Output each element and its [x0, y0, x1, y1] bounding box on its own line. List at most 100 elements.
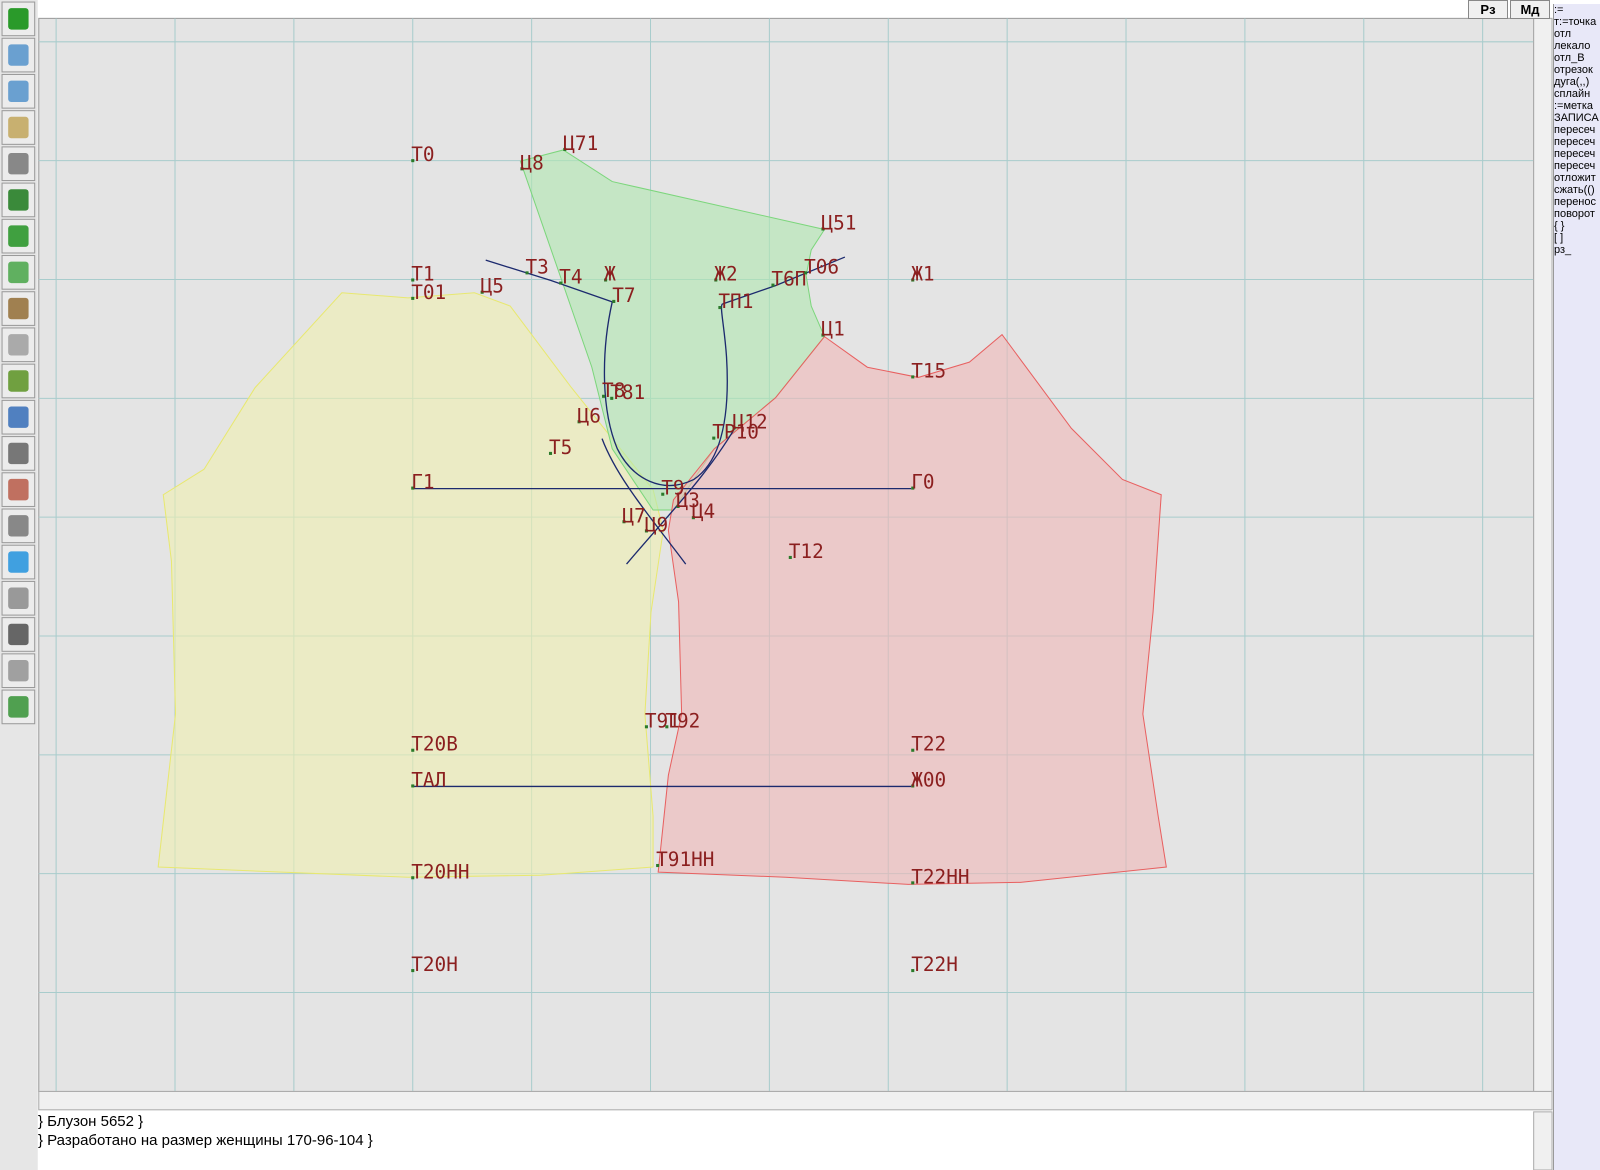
point-label: Г1	[411, 471, 434, 494]
point-label: Ц6	[578, 404, 601, 427]
tool-icon	[8, 406, 29, 428]
tool-button[interactable]	[1, 327, 36, 363]
command-item[interactable]: ЗАПИСА	[1554, 112, 1599, 124]
command-item[interactable]: т:=точка	[1554, 16, 1597, 28]
point	[665, 725, 669, 729]
tool-icon	[8, 623, 29, 646]
point	[804, 271, 808, 275]
command-item[interactable]: поворот	[1554, 208, 1595, 220]
command-item[interactable]: пересеч	[1554, 148, 1596, 160]
point-label: Т15	[911, 359, 946, 382]
point	[411, 486, 415, 490]
command-item[interactable]: пересеч	[1554, 136, 1596, 148]
point	[911, 969, 915, 973]
command-item[interactable]: { }	[1554, 220, 1565, 232]
point	[718, 306, 722, 310]
point	[411, 748, 415, 752]
point-label: Ж1	[911, 263, 934, 286]
tool-icon	[8, 659, 29, 682]
point	[411, 969, 415, 973]
point	[771, 283, 775, 287]
point	[520, 167, 524, 171]
command-item[interactable]: отл_В	[1554, 52, 1585, 64]
command-item[interactable]: отрезок	[1554, 64, 1593, 76]
command-item[interactable]: :=метка	[1554, 100, 1594, 112]
command-item[interactable]: пересеч	[1554, 160, 1596, 172]
point-label: Т91НН	[656, 848, 714, 871]
tool-icon	[8, 189, 29, 211]
point-label: Т01	[411, 281, 446, 304]
point	[548, 451, 553, 455]
button[interactable]: Рз	[1468, 0, 1508, 19]
tool-icon	[8, 116, 29, 139]
command-item[interactable]: сжать(()	[1554, 184, 1595, 196]
command-item[interactable]: сплайн	[1554, 88, 1591, 100]
point	[788, 555, 792, 559]
command-item[interactable]: перенос	[1554, 196, 1597, 208]
point	[661, 492, 665, 496]
point	[411, 296, 415, 300]
point-label: Ж	[604, 263, 616, 286]
point-label: Т1	[411, 263, 434, 286]
point-label: Т20В	[411, 733, 458, 756]
tool-icon	[8, 478, 29, 501]
point-label: Ц4	[692, 500, 715, 523]
point-label: Т22	[911, 733, 946, 756]
point	[577, 420, 581, 424]
console-line: } Разработано на размер женщины 170-96-1…	[38, 1132, 373, 1149]
point-label: ТАЛ	[411, 768, 446, 791]
point	[911, 784, 915, 788]
point	[480, 290, 484, 294]
tool-icon	[8, 153, 29, 175]
point	[559, 281, 563, 285]
point	[821, 227, 825, 231]
tool-icon	[8, 225, 29, 247]
point-label: Т81	[610, 381, 645, 404]
point-label: Ц5	[481, 275, 504, 298]
tool-icon	[8, 696, 29, 718]
point-label: Т8	[602, 379, 625, 402]
command-item[interactable]: отл	[1554, 28, 1572, 40]
command-item[interactable]: лекало	[1554, 40, 1591, 52]
tool-icon	[8, 44, 29, 66]
point	[644, 529, 648, 533]
point	[732, 426, 736, 430]
point-label: Т9	[661, 477, 684, 500]
command-panel: := т:=точка отл лекало отл_В отрезок дуга(,,) с…	[1553, 4, 1600, 1170]
point	[714, 278, 718, 282]
button[interactable]: Мд	[1510, 0, 1550, 19]
command-item[interactable]: рз_	[1554, 244, 1572, 256]
point-label: ТП1	[718, 290, 753, 313]
console-line: } Блузон 5652 }	[38, 1113, 144, 1130]
command-item[interactable]: [ ]	[1554, 232, 1564, 244]
tool-icon	[8, 442, 29, 465]
point-label: Т3	[526, 255, 549, 278]
tool-icon	[8, 297, 29, 320]
command-item[interactable]: :=	[1554, 4, 1564, 16]
point-label: Г0	[911, 471, 934, 494]
point	[676, 504, 680, 508]
point-label: Т22Н	[911, 953, 958, 976]
point	[644, 725, 648, 729]
tool-icon	[8, 261, 29, 284]
point	[612, 299, 616, 303]
tool-icon	[8, 334, 29, 356]
tool-icon	[8, 80, 29, 103]
point	[691, 516, 695, 520]
command-item[interactable]: дуга(,,)	[1554, 76, 1590, 88]
command-item[interactable]: пересеч	[1554, 124, 1596, 136]
point	[602, 394, 606, 398]
console: } Блузон 5652 } } Разработано на размер ж…	[38, 1112, 1538, 1150]
tool-button[interactable]	[1, 653, 36, 689]
point	[911, 375, 915, 379]
point-label: Т7	[612, 284, 635, 307]
command-item[interactable]: отложит	[1554, 172, 1596, 184]
point	[604, 278, 608, 282]
point-label: Ж00	[911, 768, 946, 791]
point	[622, 520, 626, 524]
point-label: ТР10	[712, 421, 759, 444]
point-label: Ц51	[821, 212, 856, 235]
point-label: Т6П	[771, 268, 806, 291]
